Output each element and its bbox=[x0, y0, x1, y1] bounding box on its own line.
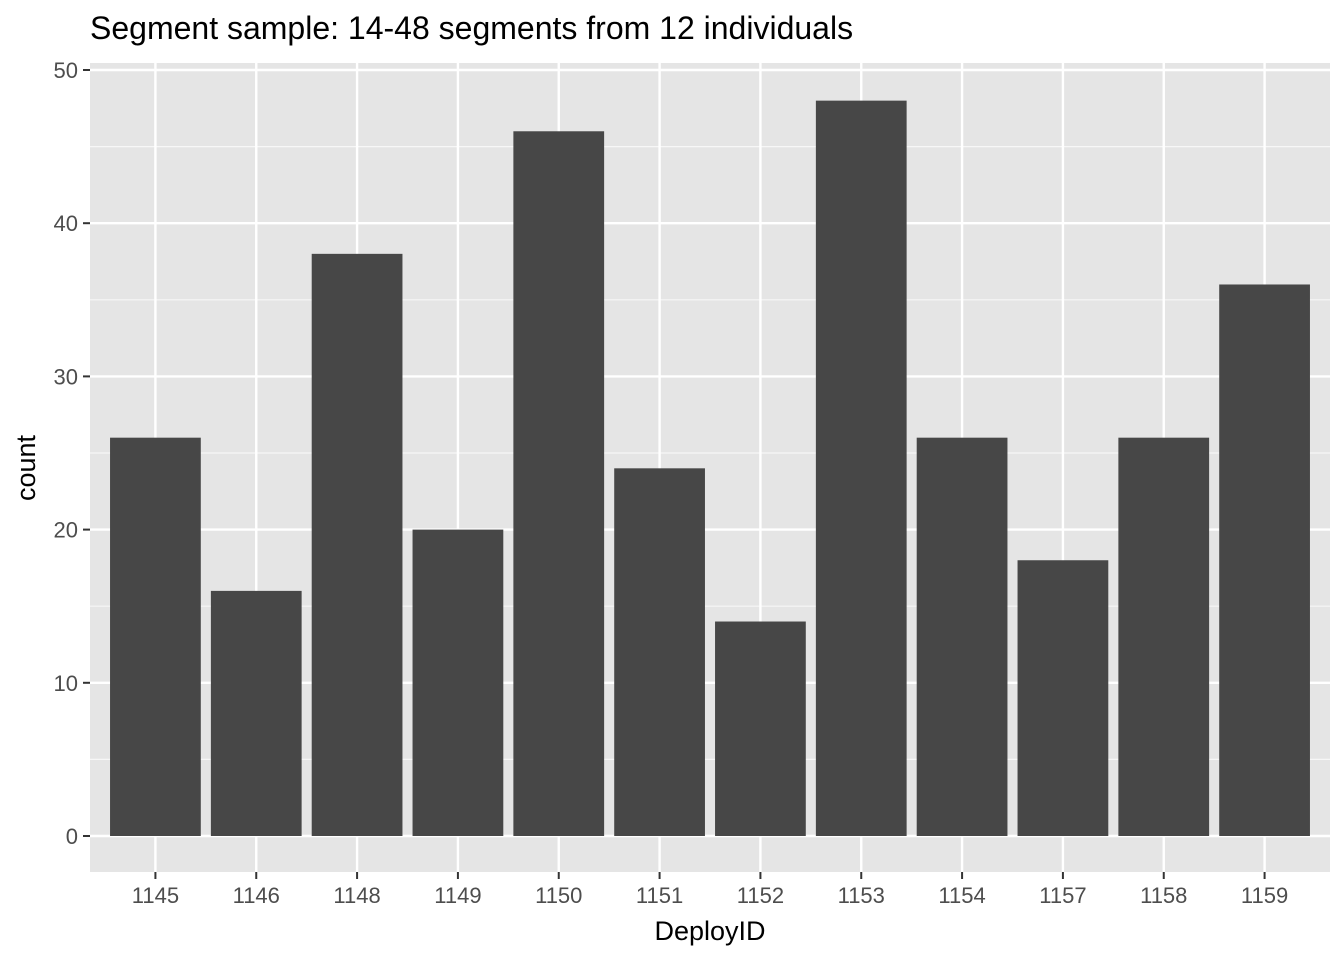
x-axis-title: DeployID bbox=[654, 916, 765, 946]
x-tick-label: 1157 bbox=[1039, 883, 1086, 908]
x-tick-label: 1159 bbox=[1241, 883, 1288, 908]
bar-1153 bbox=[815, 100, 907, 836]
x-tick-label: 1152 bbox=[737, 883, 784, 908]
bar-1146 bbox=[210, 590, 302, 836]
chart-title: Segment sample: 14-48 segments from 12 i… bbox=[90, 10, 853, 46]
y-tick-label: 50 bbox=[54, 58, 78, 83]
y-tick-label: 10 bbox=[54, 671, 78, 696]
x-axis: 1145 1146 1148 1149 1150 1151 1152 1153 1154 1157… bbox=[132, 872, 1288, 908]
x-tick-label: 1150 bbox=[535, 883, 582, 908]
x-tick-label: 1154 bbox=[938, 883, 985, 908]
bar-1148 bbox=[311, 253, 403, 837]
bar-1150 bbox=[513, 131, 605, 836]
x-tick-label: 1149 bbox=[434, 883, 481, 908]
y-tick-label: 0 bbox=[66, 824, 78, 849]
x-tick-label: 1158 bbox=[1140, 883, 1187, 908]
bars bbox=[110, 100, 1310, 837]
bar-1154 bbox=[916, 437, 1008, 836]
x-tick-label: 1153 bbox=[838, 883, 885, 908]
y-axis: 0 10 20 30 40 50 bbox=[54, 58, 90, 849]
bar-1145 bbox=[110, 437, 201, 836]
x-tick-label: 1151 bbox=[636, 883, 683, 908]
bar-1157 bbox=[1017, 560, 1109, 836]
x-tick-label: 1146 bbox=[233, 883, 280, 908]
y-tick-label: 40 bbox=[54, 211, 78, 236]
x-tick-label: 1145 bbox=[132, 883, 179, 908]
x-tick-label: 1148 bbox=[333, 883, 380, 908]
y-tick-label: 30 bbox=[54, 364, 78, 389]
bar-1159 bbox=[1219, 284, 1310, 837]
bar-1149 bbox=[412, 529, 504, 836]
bar-1158 bbox=[1118, 437, 1210, 836]
bar-1152 bbox=[715, 621, 806, 836]
y-tick-label: 20 bbox=[54, 518, 78, 543]
y-axis-title: count bbox=[11, 434, 41, 501]
bar-1151 bbox=[614, 468, 705, 836]
